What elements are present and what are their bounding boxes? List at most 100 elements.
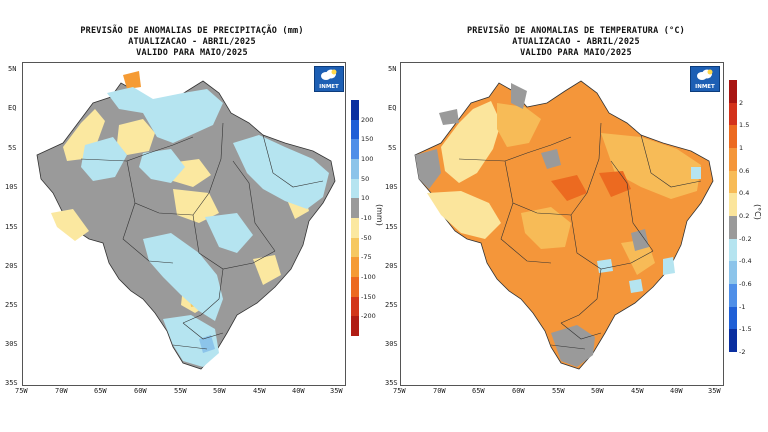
colorbar-segment: [729, 170, 737, 194]
temp-cool-spot: [629, 279, 643, 293]
lon-label: 65W: [472, 387, 485, 395]
lon-label: 60W: [134, 387, 147, 395]
temperature-panel: PREVISÃO DE ANOMALIAS DE TEMPERATURA (°C…: [384, 0, 768, 432]
temp-cool-spot: [597, 259, 613, 273]
colorbar-label: -2: [739, 348, 746, 356]
colorbar-label: 0.6: [739, 166, 750, 175]
lat-label: 25S: [385, 301, 398, 309]
lat-label: 25S: [5, 301, 18, 309]
lat-label: 10S: [5, 183, 18, 191]
temp-normal-area: [631, 229, 649, 251]
colorbar-segment: [729, 306, 737, 330]
colorbar-label: 50: [361, 174, 370, 183]
colorbar-label: -1: [739, 302, 746, 311]
state-borders: [458, 122, 702, 350]
colorbar-label: 0.2: [739, 212, 750, 220]
lon-label: 50W: [591, 387, 604, 395]
temp-warm-area: [621, 239, 655, 275]
lat-label: 30S: [5, 340, 18, 348]
precip-dry-area: [63, 109, 105, 161]
colorbar-segment: [351, 237, 359, 258]
colorbar-label: 100: [361, 155, 374, 163]
lat-label: 15S: [5, 223, 18, 231]
lat-label: EQ: [8, 104, 17, 112]
lon-label: 55W: [552, 387, 565, 395]
temp-normal-area: [551, 325, 595, 367]
logo-text: INMET: [695, 84, 715, 90]
temp-title: PREVISÃO DE ANOMALIAS DE TEMPERATURA (°C…: [384, 26, 768, 59]
lat-label: 5S: [8, 144, 17, 152]
precip-title-line2: ATUALIZACAO - ABRIL/2025: [128, 37, 256, 47]
temp-warm-area: [427, 191, 501, 239]
colorbar-segment: [729, 193, 737, 217]
lon-label: 45W: [631, 387, 644, 395]
lat-label: 5S: [388, 144, 397, 152]
lon-label: 70W: [433, 387, 446, 395]
colorbar-segment: [729, 261, 737, 285]
cloud-icon: [321, 69, 337, 80]
logo-text: INMET: [319, 84, 339, 90]
inmet-logo: INMET: [314, 66, 344, 92]
temp-colorbar: [729, 80, 737, 353]
inmet-logo: INMET: [690, 66, 720, 92]
precip-colorbar-unit: (mm): [375, 204, 384, 226]
temp-warm-area: [497, 103, 541, 147]
colorbar-segment: [351, 159, 359, 180]
precip-dry-spot: [123, 71, 141, 89]
temp-warm-area: [521, 207, 571, 249]
colorbar-label: -1.5: [739, 325, 752, 334]
temp-warm-area: [601, 133, 701, 199]
precip-wet-area: [107, 87, 223, 143]
lat-label: 30S: [385, 340, 398, 348]
lat-label: 35S: [5, 379, 18, 387]
cloud-icon: [697, 69, 713, 80]
colorbar-segment: [351, 218, 359, 239]
lon-label: 75W: [15, 387, 28, 395]
lon-label: 50W: [213, 387, 226, 395]
colorbar-label: -200: [361, 312, 376, 321]
state-borders: [80, 122, 324, 350]
colorbar-label: 150: [361, 135, 374, 144]
colorbar-segment: [351, 100, 359, 121]
lon-label: 55W: [174, 387, 187, 395]
temp-colorbar-unit: (°C): [753, 204, 762, 220]
temp-cool-spot: [691, 167, 701, 179]
temp-title-line3: VALIDO PARA MAIO/2025: [520, 48, 632, 58]
colorbar-segment: [729, 80, 737, 104]
temp-hot-area: [551, 175, 587, 201]
colorbar-label: 1.5: [739, 121, 750, 130]
temp-normal-area: [511, 83, 527, 109]
lat-label: 35S: [385, 379, 398, 387]
colorbar-label: -10: [361, 214, 372, 222]
colorbar-label: -0.2: [739, 234, 752, 243]
precip-colorbar: [351, 100, 359, 337]
lon-label: 65W: [94, 387, 107, 395]
precip-map: [22, 62, 346, 386]
lon-label: 70W: [55, 387, 68, 395]
lat-label: 5N: [388, 65, 397, 73]
temp-warm-area: [441, 101, 501, 183]
lon-label: 40W: [670, 387, 683, 395]
colorbar-label: -50: [361, 233, 372, 242]
colorbar-label: -0.4: [739, 257, 752, 266]
lat-label: 5N: [8, 65, 17, 73]
temp-map: [400, 62, 724, 386]
colorbar-label: -75: [361, 253, 372, 262]
colorbar-segment: [729, 284, 737, 308]
colorbar-segment: [351, 296, 359, 317]
colorbar-segment: [729, 148, 737, 172]
temp-title-line2: ATUALIZACAO - ABRIL/2025: [512, 37, 640, 47]
colorbar-segment: [351, 119, 359, 140]
lat-label: 10S: [385, 183, 398, 191]
colorbar-segment: [351, 277, 359, 298]
precip-dry-area: [51, 209, 89, 241]
precip-wet-area: [163, 315, 219, 367]
colorbar-label: 0.4: [739, 189, 750, 198]
lon-label: 35W: [708, 387, 721, 395]
precip-title-line1: PREVISÃO DE ANOMALIAS DE PRECIPITAÇÃO (m…: [80, 26, 304, 36]
colorbar-segment: [729, 238, 737, 262]
lon-label: 35W: [330, 387, 343, 395]
colorbar-segment: [351, 178, 359, 199]
colorbar-label: -100: [361, 273, 376, 281]
lon-label: 40W: [292, 387, 305, 395]
